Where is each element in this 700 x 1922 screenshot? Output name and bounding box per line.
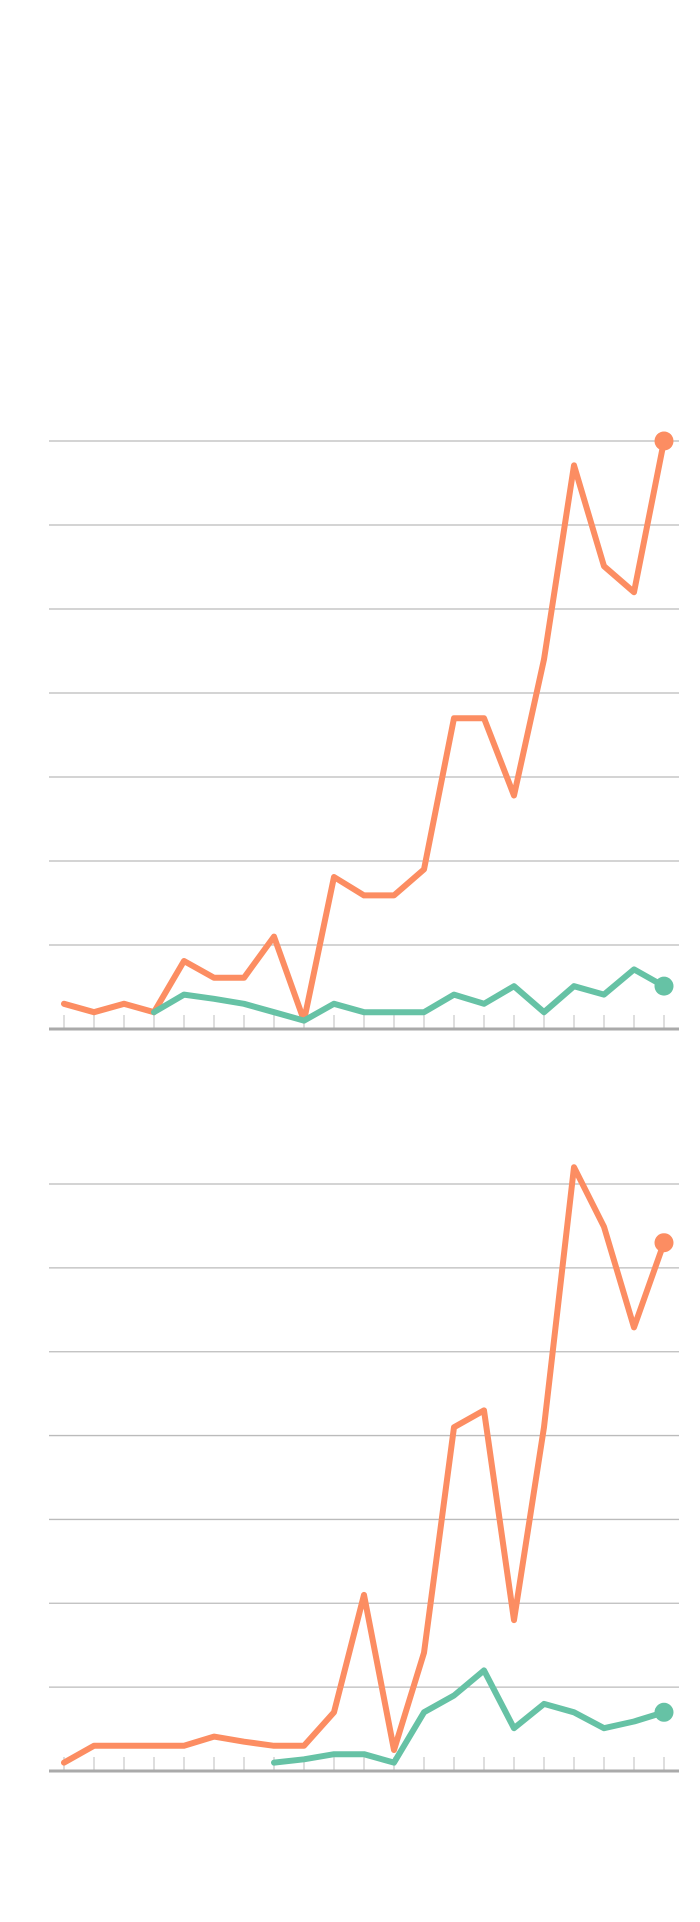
series-line: [271, 1667, 667, 1766]
series-line: [151, 966, 667, 1024]
end-dot: [654, 1233, 674, 1253]
series-line: [61, 438, 667, 1024]
end-dot: [654, 431, 674, 451]
series-line: [61, 1164, 667, 1766]
end-dot: [654, 976, 674, 996]
end-dot: [654, 1702, 674, 1722]
